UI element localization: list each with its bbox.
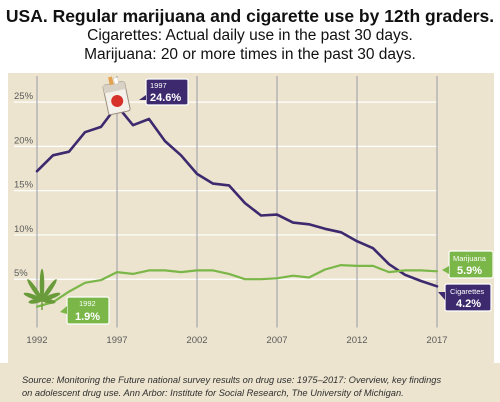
x-tick-label: 2017 bbox=[426, 335, 447, 346]
callout-value: 1.9% bbox=[75, 311, 100, 323]
callout-value: 24.6% bbox=[150, 92, 181, 104]
chart-subtitle-marijuana: Marijuana: 20 or more times in the past … bbox=[84, 46, 416, 63]
y-tick-label: 10% bbox=[14, 224, 34, 235]
cigarette-pack-icon bbox=[102, 76, 131, 116]
footer-band bbox=[0, 363, 500, 402]
source-line-2: on adolescent drug use. Ann Arbor: Insti… bbox=[22, 388, 404, 398]
y-tick-label: 20% bbox=[14, 135, 34, 146]
chart-subtitle-cigarettes: Cigarettes: Actual daily use in the past… bbox=[87, 27, 413, 44]
series-line-cigarettes bbox=[35, 104, 439, 288]
source-line-1: Source: Monitoring the Future national s… bbox=[22, 375, 442, 385]
x-tick-label: 2007 bbox=[266, 335, 287, 346]
y-tick-label: 15% bbox=[14, 180, 34, 191]
series-line-marijuana bbox=[35, 264, 439, 308]
callout-series-name: Marijuana bbox=[453, 254, 487, 263]
source-note: Source: Monitoring the Future national s… bbox=[22, 374, 492, 400]
callout-cig-1997-pointer bbox=[139, 95, 146, 100]
cannabis-leaf-icon bbox=[23, 268, 61, 310]
callout-mj-2017-pointer bbox=[442, 266, 449, 274]
leaf-blade bbox=[41, 298, 56, 304]
x-tick-label: 2012 bbox=[346, 335, 367, 346]
leaf-blade bbox=[28, 298, 43, 304]
callout-cig-1997-box bbox=[145, 78, 189, 106]
pack-lid bbox=[102, 81, 126, 94]
callout-mj-2017: Marijuana 5.9% bbox=[442, 250, 494, 279]
pack-logo bbox=[111, 94, 124, 107]
pack-cigarette-filter bbox=[108, 76, 114, 86]
x-tick-label: 1997 bbox=[106, 335, 127, 346]
callout-value: 4.2% bbox=[456, 298, 481, 310]
y-tick-label: 25% bbox=[14, 91, 34, 102]
callout-cig-2017-pointer bbox=[438, 292, 445, 300]
callout-cig-1997: 1997 24.6% bbox=[139, 78, 189, 106]
leaf-blade bbox=[39, 268, 45, 301]
callout-mj-1992-pointer bbox=[60, 306, 67, 314]
y-tick-label: 5% bbox=[14, 268, 28, 279]
x-tick-label: 2002 bbox=[186, 335, 207, 346]
chart-title: USA. Regular marijuana and cigarette use… bbox=[5, 6, 495, 26]
callout-year: 1997 bbox=[150, 81, 167, 90]
x-tick-label: 1992 bbox=[26, 335, 47, 346]
callout-year: 1992 bbox=[79, 299, 96, 308]
pack-cigarette bbox=[113, 77, 119, 85]
callout-series-name: Cigarettes bbox=[450, 287, 484, 296]
callout-mj-2017-box bbox=[448, 250, 494, 279]
callout-mj-1992: 1992 1.9% bbox=[60, 296, 110, 325]
leaf-blade bbox=[27, 279, 43, 301]
title-block: USA. Regular marijuana and cigarette use… bbox=[0, 0, 500, 64]
callout-value: 5.9% bbox=[457, 265, 482, 277]
callout-cig-2017: Cigarettes 4.2% bbox=[438, 283, 492, 312]
leaf-blade bbox=[41, 279, 57, 301]
